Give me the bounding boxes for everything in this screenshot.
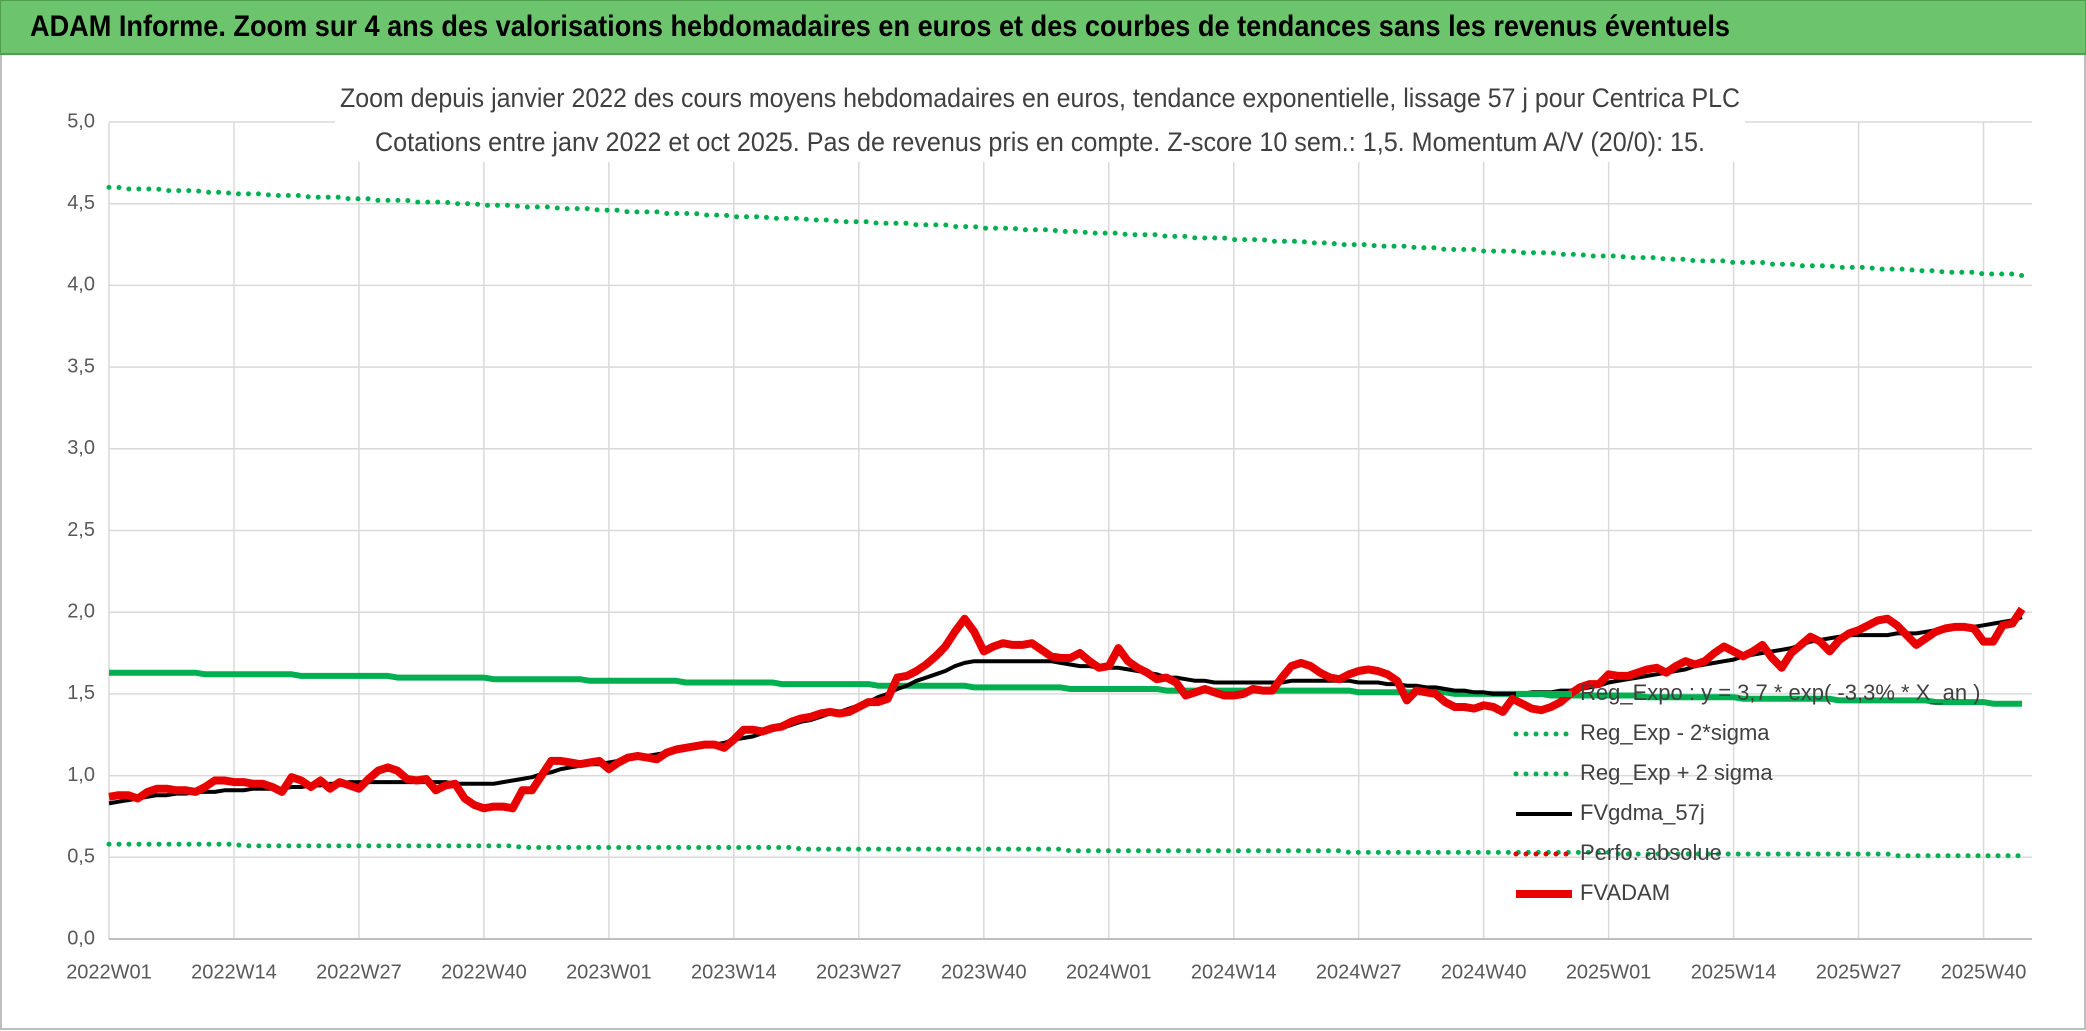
legend-label: Reg_Exp + 2 sigma bbox=[1580, 760, 1773, 785]
x-tick-label: 2023W01 bbox=[566, 961, 652, 983]
x-tick-label: 2024W27 bbox=[1316, 961, 1402, 983]
x-tick-label: 2024W14 bbox=[1191, 961, 1277, 983]
chart-title: Zoom depuis janvier 2022 des cours moyen… bbox=[340, 83, 1740, 113]
x-tick-label: 2022W14 bbox=[191, 961, 277, 983]
y-tick-label: 2,0 bbox=[67, 600, 95, 622]
y-tick-label: 0,5 bbox=[67, 846, 95, 868]
plot-area: 0,0 0,5 1,0 1,5 2,0 2,5 3,0 3,5 4,0 4,5 5,0 2022W01… bbox=[66, 110, 2032, 983]
x-tick-label: 2022W40 bbox=[441, 961, 527, 983]
x-tick-label: 2023W14 bbox=[691, 961, 777, 983]
x-tick-label: 2022W01 bbox=[66, 961, 152, 983]
series-line bbox=[106, 841, 2025, 859]
header-bar bbox=[0, 0, 2086, 55]
series-line bbox=[106, 184, 2025, 279]
header-title: ADAM Informe. Zoom sur 4 ans des valoris… bbox=[30, 10, 1730, 43]
legend-label: FVADAM bbox=[1580, 880, 1670, 905]
x-tick-label: 2025W27 bbox=[1816, 961, 1902, 983]
x-tick-label: 2024W40 bbox=[1441, 961, 1527, 983]
y-tick-label: 1,5 bbox=[67, 682, 95, 704]
x-tick-label: 2025W14 bbox=[1691, 961, 1777, 983]
series-line bbox=[108, 606, 2026, 813]
chart-subtitle: Cotations entre janv 2022 et oct 2025. P… bbox=[375, 127, 1705, 157]
y-tick-label: 3,0 bbox=[67, 437, 95, 459]
series-line bbox=[109, 669, 2022, 707]
legend-label: FVgdma_57j bbox=[1580, 800, 1705, 825]
title-background bbox=[335, 82, 1745, 162]
x-tick-label: 2023W27 bbox=[816, 961, 902, 983]
y-tick-label: 5,0 bbox=[67, 110, 95, 132]
y-tick-label: 1,0 bbox=[67, 764, 95, 786]
x-tick-label: 2025W01 bbox=[1566, 961, 1652, 983]
legend-label: Perfo. absolue bbox=[1580, 840, 1722, 865]
y-tick-label: 4,0 bbox=[67, 274, 95, 296]
x-tick-label: 2023W40 bbox=[941, 961, 1027, 983]
y-tick-label: 2,5 bbox=[67, 519, 95, 541]
legend-label: Reg_Expo : y = 3,7 * exp( -3,3% * X_an ) bbox=[1580, 680, 1981, 705]
y-tick-label: 0,0 bbox=[67, 927, 95, 949]
legend-label: Reg_Exp - 2*sigma bbox=[1580, 720, 1770, 745]
y-tick-label: 3,5 bbox=[67, 355, 95, 377]
x-tick-label: 2025W40 bbox=[1941, 961, 2027, 983]
y-tick-label: 4,5 bbox=[67, 192, 95, 214]
x-tick-label: 2022W27 bbox=[316, 961, 402, 983]
x-tick-label: 2024W01 bbox=[1066, 961, 1152, 983]
